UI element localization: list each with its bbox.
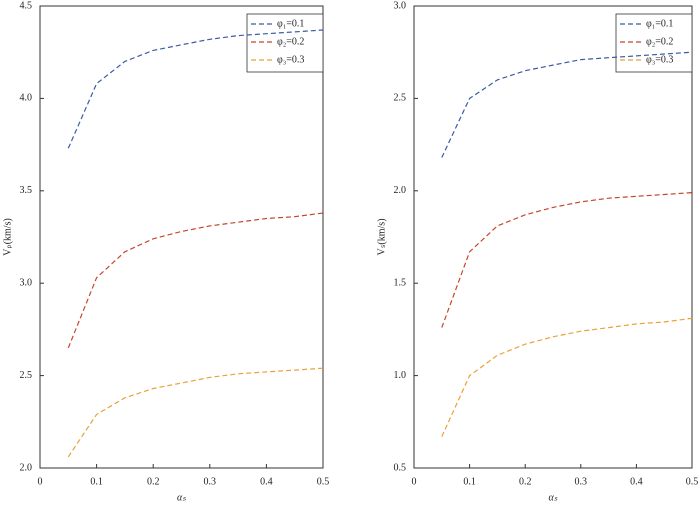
legend-label: φ₁=0.1 (646, 18, 673, 29)
y-tick-label: 4.0 (20, 93, 33, 104)
plot-frame (413, 5, 693, 469)
plot-frame (39, 5, 324, 469)
y-tick-label: 3.0 (20, 277, 33, 288)
x-tick-label: 0 (38, 476, 43, 487)
legend-label: φ₂=0.2 (646, 36, 673, 47)
x-tick-label: 0.5 (686, 476, 699, 487)
series-line (67, 212, 324, 349)
y-axis-label: Vₛ(km/s) (376, 218, 387, 255)
y-tick-label: 0.5 (394, 462, 407, 473)
series-line (441, 317, 693, 437)
x-tick-label: 0.1 (463, 476, 476, 487)
legend-label: φ₂=0.2 (277, 36, 304, 47)
x-tick-label: 0 (412, 476, 417, 487)
x-tick-label: 0.2 (147, 476, 160, 487)
legend-label: φ₃=0.3 (646, 54, 673, 65)
x-tick-label: 0.3 (575, 476, 588, 487)
x-tick-label: 0.5 (317, 476, 330, 487)
y-tick-label: 1.5 (394, 277, 407, 288)
series-line (67, 367, 324, 458)
x-tick-label: 0.3 (204, 476, 217, 487)
x-tick-label: 0.2 (519, 476, 532, 487)
y-tick-label: 3.5 (20, 185, 33, 196)
x-axis-label: αₛ (549, 492, 558, 503)
x-tick-label: 0.4 (260, 476, 273, 487)
y-tick-label: 2.5 (394, 93, 407, 104)
legend-label: φ₃=0.3 (277, 54, 304, 65)
x-tick-label: 0.4 (630, 476, 643, 487)
series-line (67, 29, 324, 149)
y-tick-label: 1.0 (394, 370, 407, 381)
y-tick-label: 2.0 (20, 462, 33, 473)
y-axis-label: Vₚ(km/s) (2, 218, 13, 256)
x-axis-label: αₛ (177, 492, 186, 503)
legend-label: φ₁=0.1 (277, 18, 304, 29)
y-tick-label: 4.5 (20, 0, 33, 11)
series-line (441, 51, 693, 158)
y-tick-label: 3.0 (394, 0, 407, 11)
y-tick-label: 2.0 (394, 185, 407, 196)
series-line (441, 192, 693, 328)
x-tick-label: 0.1 (90, 476, 103, 487)
y-tick-label: 2.5 (20, 370, 33, 381)
